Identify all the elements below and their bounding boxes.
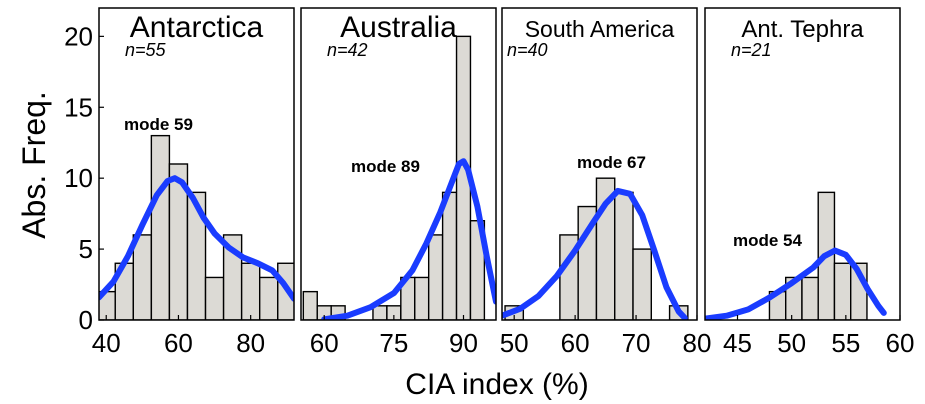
density-curve	[321, 158, 496, 320]
x-tick-label: 45	[723, 328, 752, 358]
panel-title: South America	[525, 16, 675, 42]
histogram-bars	[768, 191, 868, 320]
mode-annotation: mode 67	[577, 153, 646, 172]
mode-annotation: mode 89	[351, 157, 420, 176]
y-tick-label: 0	[79, 305, 93, 335]
histogram-bar	[441, 191, 458, 320]
sample-size-label: n=42	[327, 40, 368, 60]
density-curve	[502, 187, 688, 320]
x-tick-label: 80	[236, 328, 265, 358]
x-tick-label: 55	[831, 328, 860, 358]
y-tick-label: 5	[79, 234, 93, 264]
histogram-bar	[204, 276, 225, 320]
x-tick-label: 90	[449, 328, 478, 358]
density-curve	[705, 247, 887, 320]
histogram-bar	[632, 248, 652, 320]
panel-frame	[704, 7, 901, 321]
histogram-bar	[801, 276, 819, 320]
y-tick-label: 15	[64, 92, 93, 122]
x-tick-label: 75	[379, 328, 408, 358]
panel-title: Antarctica	[130, 11, 264, 44]
x-tick-label: 60	[164, 328, 193, 358]
y-tick-label: 10	[64, 163, 93, 193]
y-axis-label: Abs. Freq.	[16, 91, 52, 239]
panel-frame	[501, 7, 698, 321]
x-tick-label: 80	[683, 328, 712, 358]
panel-title: Ant. Tephra	[741, 16, 864, 43]
x-tick-label: 40	[92, 328, 121, 358]
histogram-bar	[833, 262, 852, 320]
x-tick-label: 60	[310, 328, 339, 358]
density-curve	[99, 175, 294, 302]
histogram-bar	[150, 134, 171, 320]
histogram-bars	[99, 134, 294, 320]
x-tick-label: 60	[561, 328, 590, 358]
histogram-bar	[302, 290, 318, 320]
histogram-bar	[240, 262, 261, 320]
mode-annotation: mode 54	[733, 231, 803, 250]
mode-annotation: mode 59	[124, 115, 193, 134]
panel-frame	[98, 7, 295, 321]
panel-title: Australia	[340, 11, 457, 44]
x-axis-label: CIA index (%)	[405, 368, 588, 401]
histogram-bar	[614, 191, 634, 320]
x-tick-label: 50	[777, 328, 806, 358]
panel-frame	[300, 7, 497, 321]
x-tick-label: 60	[886, 328, 915, 358]
y-tick-label: 20	[64, 21, 93, 51]
histogram-bar	[258, 276, 279, 320]
sample-size-label: n=21	[731, 40, 772, 60]
x-tick-label: 70	[622, 328, 651, 358]
histogram-bar	[414, 276, 430, 320]
sample-size-label: n=40	[507, 40, 548, 60]
histogram-bar	[132, 234, 153, 320]
x-tick-label: 50	[500, 328, 529, 358]
histogram-bars	[302, 35, 486, 320]
histogram-bar	[427, 234, 444, 320]
sample-size-label: n=55	[125, 40, 167, 60]
